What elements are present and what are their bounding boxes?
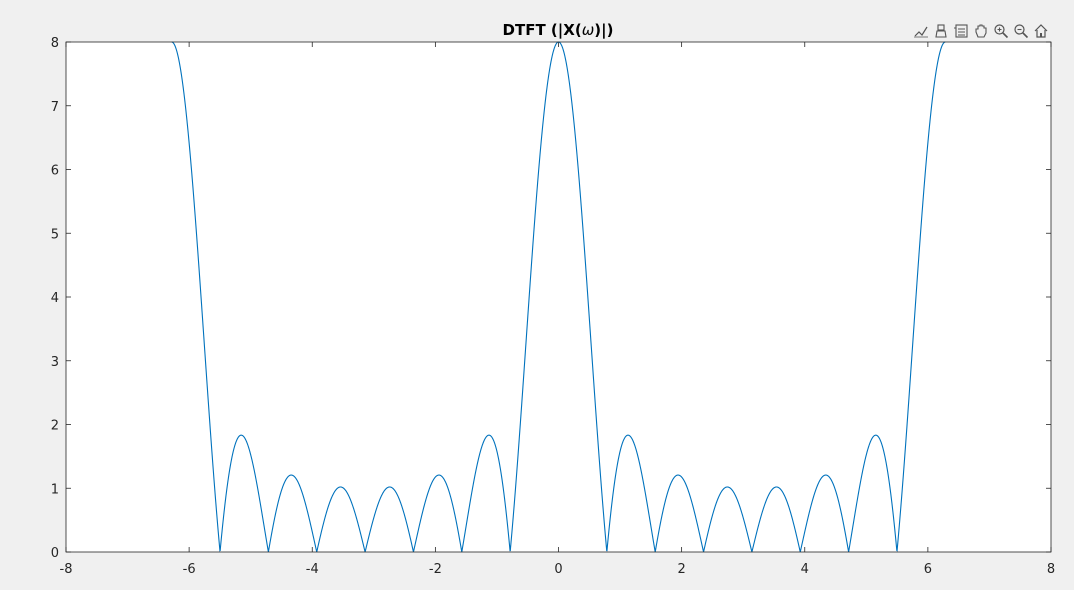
y-tick-label: 0	[51, 546, 59, 561]
chart-title: DTFT (|X(ω)|)	[503, 21, 614, 40]
zoom-in-icon[interactable]	[992, 22, 1010, 40]
axes-toolbar	[912, 21, 1050, 41]
x-tick-label: 2	[677, 562, 685, 577]
y-tick-label: 1	[51, 482, 59, 497]
x-tick-label: -4	[306, 562, 319, 577]
x-tick-label: 6	[924, 562, 932, 577]
y-tick-labels: 0 1 2 3 4 5 6 7 8	[51, 36, 59, 561]
home-icon[interactable]	[1032, 22, 1050, 40]
pan-icon[interactable]	[972, 22, 990, 40]
y-tick-label: 4	[51, 291, 59, 306]
y-tick-label: 5	[51, 227, 59, 242]
y-tick-label: 2	[51, 419, 59, 434]
axes-box	[65, 41, 1052, 553]
legend-icon[interactable]	[952, 22, 970, 40]
x-tick-label: -2	[429, 562, 442, 577]
x-tick-label: 0	[554, 562, 562, 577]
y-tick-label: 3	[51, 355, 59, 370]
brush-icon[interactable]	[912, 22, 930, 40]
x-tick-label: 8	[1047, 562, 1055, 577]
x-tick-label: -8	[60, 562, 73, 577]
zoom-out-icon[interactable]	[1012, 22, 1030, 40]
y-tick-label: 8	[51, 36, 59, 51]
data-tips-icon[interactable]	[932, 22, 950, 40]
y-tick-label: 7	[51, 100, 59, 115]
x-tick-label: -6	[183, 562, 196, 577]
x-tick-labels: -8 -6 -4 -2 0 2 4 6 8	[60, 562, 1056, 577]
x-tick-label: 4	[801, 562, 809, 577]
y-tick-label: 6	[51, 164, 59, 179]
